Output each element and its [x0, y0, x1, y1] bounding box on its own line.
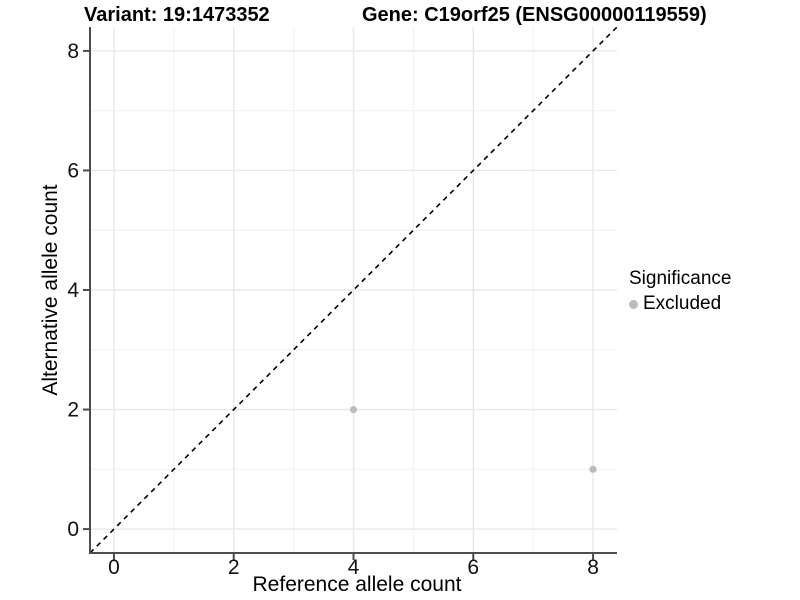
legend: Significance Excluded: [629, 268, 731, 315]
data-point: [349, 405, 358, 414]
gene-title: Gene: C19orf25 (ENSG00000119559): [362, 4, 707, 26]
variant-title: Variant: 19:1473352: [84, 4, 270, 26]
data-point: [589, 465, 597, 473]
y-tick-label: 6: [67, 159, 79, 182]
x-axis-title: Reference allele count: [252, 573, 462, 596]
y-tick-label: 0: [67, 518, 79, 541]
x-tick-label: 2: [228, 556, 240, 579]
legend-item-excluded: Excluded: [629, 293, 731, 315]
legend-title: Significance: [629, 268, 732, 289]
x-tick-label: 4: [348, 556, 360, 579]
y-tick-label: 8: [67, 40, 79, 63]
x-tick-label: 6: [467, 556, 479, 579]
y-tick-label: 2: [67, 399, 79, 422]
x-tick-label: 0: [108, 556, 120, 579]
y-axis-title: Alternative allele count: [39, 184, 62, 396]
y-tick-label: 4: [67, 279, 79, 302]
excluded-point-icon: [629, 299, 638, 309]
x-tick-label: 8: [587, 556, 599, 579]
legend-item-label: Excluded: [643, 293, 722, 314]
